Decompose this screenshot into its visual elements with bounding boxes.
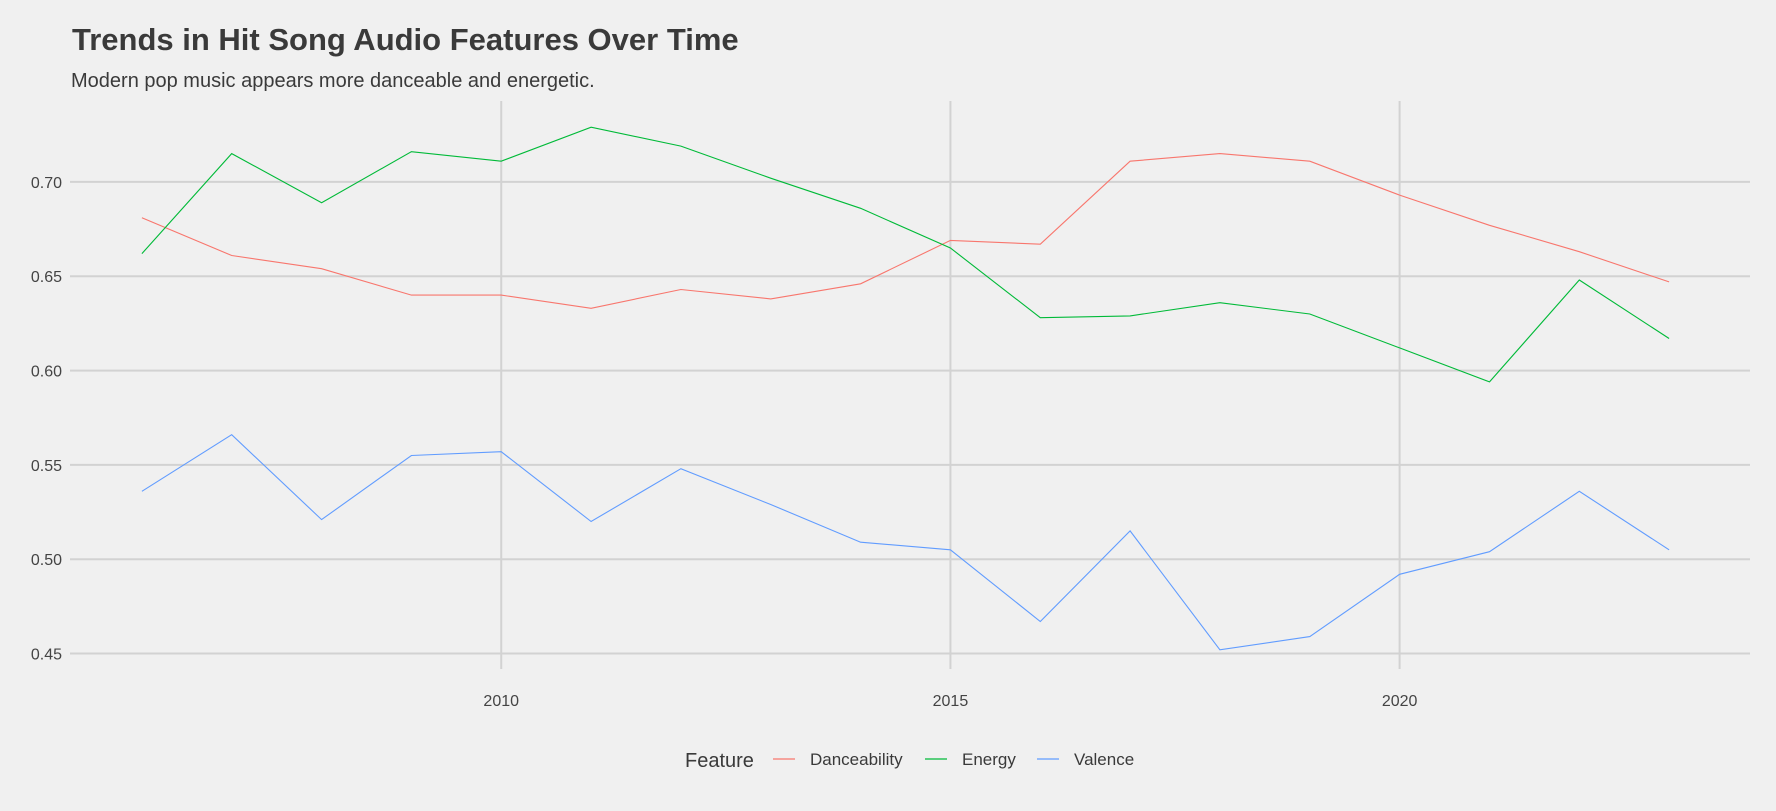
y-tick-label: 0.50 [31,552,62,569]
chart-subtitle: Modern pop music appears more danceable … [71,70,595,92]
series-lines [141,126,1670,651]
grid-layer [70,101,1750,669]
y-tick-label: 0.55 [31,458,62,475]
legend-label-energy: Energy [962,750,1016,769]
series-line-valence [141,434,1670,651]
series-line-danceability [141,153,1670,309]
legend-title: Feature [685,750,754,772]
x-tick-label: 2020 [1382,693,1418,710]
legend-label-danceability: Danceability [810,750,903,769]
y-tick-label: 0.45 [31,647,62,664]
y-tick-label: 0.70 [31,175,62,192]
legend-items: Danceability Energy Valence [773,750,1134,769]
series-line-energy [141,126,1670,383]
legend: Feature Danceability Energy Valence [685,750,1134,772]
tick-labels: 0.45 0.50 0.55 0.60 0.65 0.70 2010 2015 2020 [31,175,1418,710]
x-tick-label: 2015 [933,693,969,710]
y-tick-label: 0.65 [31,269,62,286]
y-tick-label: 0.60 [31,364,62,381]
legend-label-valence: Valence [1074,750,1134,769]
x-tick-label: 2010 [483,693,519,710]
chart-title: Trends in Hit Song Audio Features Over T… [72,22,739,57]
